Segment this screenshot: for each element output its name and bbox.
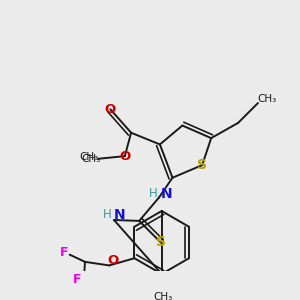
Text: O: O xyxy=(105,103,116,116)
Text: N: N xyxy=(160,187,172,201)
Text: H: H xyxy=(102,208,111,221)
Text: S: S xyxy=(197,158,207,172)
Text: F: F xyxy=(60,246,68,259)
Text: N: N xyxy=(114,208,125,222)
Text: CH₃: CH₃ xyxy=(257,94,277,104)
Text: H: H xyxy=(149,188,158,200)
Text: F: F xyxy=(73,273,81,286)
Text: O: O xyxy=(107,254,118,267)
Text: CH₃: CH₃ xyxy=(79,152,98,162)
Text: CH₃: CH₃ xyxy=(154,292,173,300)
Text: CH₃: CH₃ xyxy=(81,154,100,164)
Text: S: S xyxy=(156,236,166,250)
Text: O: O xyxy=(119,150,130,163)
